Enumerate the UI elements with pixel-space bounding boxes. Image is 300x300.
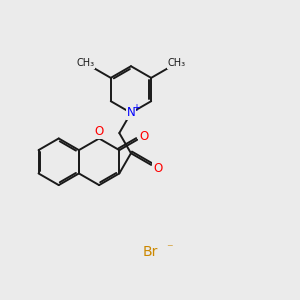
Text: O: O: [139, 130, 148, 142]
Text: CH₃: CH₃: [167, 58, 186, 68]
Text: Br: Br: [142, 244, 158, 259]
Text: O: O: [153, 162, 162, 175]
Text: +: +: [132, 103, 140, 112]
Text: N: N: [127, 106, 135, 119]
Text: CH₃: CH₃: [76, 58, 94, 68]
Text: ⁻: ⁻: [166, 242, 172, 255]
Text: O: O: [94, 125, 104, 139]
